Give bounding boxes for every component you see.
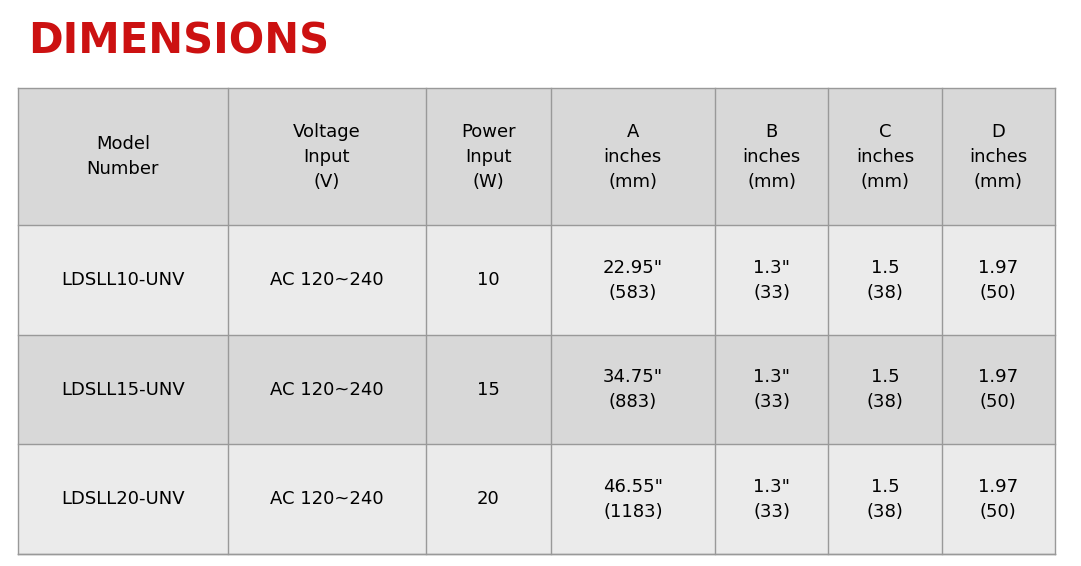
Bar	[18, 88, 1055, 225]
Text: AC 120~240: AC 120~240	[270, 490, 384, 508]
Text: C
inches
(mm): C inches (mm)	[856, 123, 915, 191]
Bar	[18, 225, 1055, 335]
Text: LDSLL10-UNV: LDSLL10-UNV	[62, 271, 185, 289]
Text: 10: 10	[477, 271, 499, 289]
Text: A
inches
(mm): A inches (mm)	[603, 123, 662, 191]
Bar	[18, 444, 1055, 554]
Text: 1.5
(38): 1.5 (38)	[867, 368, 904, 411]
Text: 1.5
(38): 1.5 (38)	[867, 478, 904, 521]
Text: 1.3"
(33): 1.3" (33)	[753, 478, 790, 521]
Text: LDSLL20-UNV: LDSLL20-UNV	[61, 490, 185, 508]
Text: 1.97
(50): 1.97 (50)	[978, 368, 1018, 411]
Text: 34.75"
(883): 34.75" (883)	[603, 368, 663, 411]
Text: B
inches
(mm): B inches (mm)	[743, 123, 801, 191]
Text: Voltage
Input
(V): Voltage Input (V)	[293, 123, 361, 191]
Text: 20: 20	[477, 490, 499, 508]
Text: Model
Number: Model Number	[86, 135, 159, 178]
Text: 1.3"
(33): 1.3" (33)	[753, 368, 790, 411]
Text: 15: 15	[477, 381, 499, 398]
Text: D
inches
(mm): D inches (mm)	[970, 123, 1027, 191]
Text: 1.5
(38): 1.5 (38)	[867, 259, 904, 302]
Text: Power
Input
(W): Power Input (W)	[461, 123, 516, 191]
Bar	[18, 335, 1055, 444]
Text: DIMENSIONS: DIMENSIONS	[28, 20, 329, 62]
Text: 46.55"
(1183): 46.55" (1183)	[603, 478, 663, 521]
Text: 1.97
(50): 1.97 (50)	[978, 259, 1018, 302]
Text: AC 120~240: AC 120~240	[270, 381, 384, 398]
Text: AC 120~240: AC 120~240	[270, 271, 384, 289]
Text: 22.95"
(583): 22.95" (583)	[603, 259, 663, 302]
Text: LDSLL15-UNV: LDSLL15-UNV	[61, 381, 185, 398]
Text: 1.97
(50): 1.97 (50)	[978, 478, 1018, 521]
Text: 1.3"
(33): 1.3" (33)	[753, 259, 790, 302]
